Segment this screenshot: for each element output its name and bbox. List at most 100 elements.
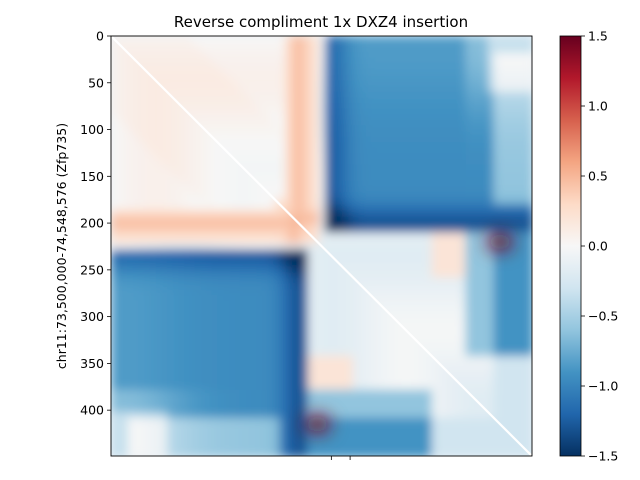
heatmap-cell: [144, 254, 151, 262]
heatmap-cell: [392, 294, 399, 301]
heatmap-cell: [262, 383, 270, 391]
heatmap-cell: [133, 47, 140, 54]
heatmap-cell: [476, 137, 483, 144]
heatmap-cell: [144, 97, 151, 104]
heatmap-cell: [302, 400, 309, 408]
heatmap-cell: [516, 238, 523, 245]
heatmap-cell: [324, 165, 332, 172]
heatmap-cell: [527, 120, 532, 127]
heatmap-cell: [116, 103, 123, 110]
heatmap-cell: [279, 58, 287, 65]
heatmap-cell: [201, 97, 208, 104]
heatmap-cell: [285, 165, 292, 172]
heatmap-cell: [358, 181, 365, 189]
heatmap-cell: [251, 86, 258, 93]
heatmap-cell: [487, 176, 495, 183]
heatmap-cell: [116, 389, 123, 396]
heatmap-cell: [167, 322, 174, 329]
heatmap-cell: [431, 165, 438, 172]
heatmap-cell: [156, 355, 163, 363]
heatmap-cell: [240, 215, 247, 222]
heatmap-cell: [285, 131, 292, 138]
heatmap-cell: [156, 361, 163, 368]
heatmap-cell: [251, 288, 258, 295]
heatmap-cell: [212, 322, 219, 329]
heatmap-cell: [465, 80, 472, 88]
heatmap-cell: [217, 232, 225, 239]
heatmap-cell: [268, 103, 275, 110]
heatmap-cell: [319, 299, 326, 306]
heatmap-cell: [324, 372, 332, 379]
heatmap-cell: [336, 80, 343, 88]
heatmap-cell: [510, 41, 517, 48]
heatmap-cell: [122, 41, 129, 48]
heatmap-cell: [465, 395, 472, 402]
heatmap-cell: [386, 232, 393, 239]
heatmap-cell: [369, 355, 377, 363]
heatmap-cell: [336, 243, 343, 250]
heatmap-cell: [493, 271, 500, 278]
heatmap-cell: [302, 103, 309, 110]
heatmap-cell: [442, 47, 450, 54]
heatmap-cell: [302, 69, 309, 76]
heatmap-cell: [442, 350, 450, 357]
heatmap-cell: [268, 120, 275, 127]
heatmap-cell: [268, 243, 275, 250]
heatmap-cell: [476, 176, 483, 183]
heatmap-cell: [279, 125, 287, 133]
heatmap-cell: [122, 181, 129, 189]
heatmap-cell: [516, 327, 523, 335]
heatmap-cell: [409, 215, 416, 222]
heatmap-cell: [504, 170, 512, 177]
heatmap-cell: [437, 64, 444, 71]
heatmap-cell: [465, 327, 472, 335]
heatmap-cell: [246, 266, 253, 273]
heatmap-cell: [527, 159, 532, 166]
heatmap-cell: [116, 395, 123, 402]
heatmap-cell: [487, 400, 495, 408]
heatmap-cell: [487, 198, 495, 205]
heatmap-cell: [471, 36, 478, 43]
heatmap-cell: [229, 204, 236, 211]
heatmap-cell: [223, 333, 230, 340]
heatmap-cell: [527, 108, 532, 116]
heatmap-cell: [122, 322, 129, 329]
heatmap-cell: [521, 266, 528, 273]
heatmap-cell: [442, 153, 450, 161]
heatmap-cell: [234, 249, 241, 256]
heatmap-cell: [437, 350, 444, 357]
heatmap-cell: [527, 165, 532, 172]
heatmap-cell: [285, 64, 292, 71]
heatmap-cell: [352, 52, 360, 60]
heatmap-cell: [150, 137, 157, 144]
heatmap-cell: [426, 125, 433, 133]
heatmap-cell: [516, 36, 523, 43]
heatmap-cell: [431, 148, 438, 155]
heatmap-cell: [217, 254, 225, 262]
heatmap-cell: [111, 52, 118, 60]
heatmap-cell: [206, 277, 213, 284]
heatmap-cell: [409, 350, 416, 357]
heatmap-cell: [527, 350, 532, 357]
heatmap-cell: [341, 339, 348, 346]
heatmap-cell: [307, 339, 315, 346]
heatmap-cell: [341, 282, 348, 290]
heatmap-cell: [217, 355, 225, 363]
heatmap-cell: [336, 215, 343, 222]
heatmap-cell: [178, 80, 185, 88]
heatmap-cell: [189, 215, 196, 222]
heatmap-cell: [459, 215, 467, 222]
heatmap-cell: [127, 333, 135, 340]
heatmap-cell: [122, 355, 129, 363]
heatmap-cell: [442, 176, 450, 183]
heatmap-cell: [291, 305, 298, 312]
heatmap-cell: [285, 316, 292, 323]
heatmap-cell: [111, 378, 118, 385]
heatmap-cell: [487, 339, 495, 346]
heatmap-cell: [122, 86, 129, 93]
heatmap-cell: [116, 238, 123, 245]
heatmap-cell: [527, 92, 532, 99]
heatmap-cell: [437, 47, 444, 54]
heatmap-cell: [178, 153, 185, 161]
heatmap-cell: [150, 271, 157, 278]
